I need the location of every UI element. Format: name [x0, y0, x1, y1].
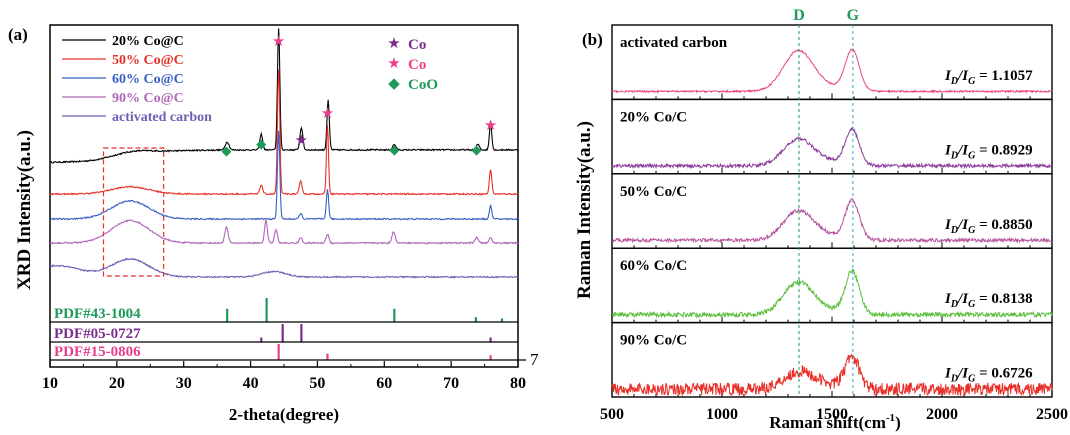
star-marker-icon: ★: [484, 118, 497, 134]
panel-a-label: (a): [8, 25, 28, 44]
panel-b-x-axis-label-sup: -1: [886, 412, 895, 424]
series-line: [49, 69, 519, 196]
band-marker-label: D: [793, 7, 805, 24]
sample-label: 50% Co/C: [620, 184, 687, 200]
series-line: [49, 257, 519, 279]
x-tick-label: 2500: [1036, 406, 1068, 423]
intensity-ratio-label: ID/IG = 0.8850: [944, 217, 1033, 236]
sample-label: activated carbon: [620, 35, 728, 51]
star-marker-icon: ★: [387, 56, 400, 72]
x-tick-label: 10: [42, 375, 58, 392]
panel-a-legend: 20% Co@C 50% Co@C 60% Co@C 90% Co@C activate…: [62, 34, 212, 125]
diamond-marker-icon: ◆: [222, 143, 232, 158]
panel-a-reference-patterns: PDF#43-1004 PDF#05-0727 PDF#15-0806: [50, 298, 526, 361]
panel-a-marker-legend: ★ Co ★ Co ◆ CoO: [387, 36, 438, 93]
reference-label: PDF#15-0806: [54, 344, 141, 360]
marker-legend-label: Co: [408, 37, 426, 53]
raman-series-line: [611, 269, 1053, 319]
band-marker-label: G: [847, 7, 860, 24]
x-tick-label: 70: [443, 375, 459, 392]
marker-legend-label: Co: [408, 57, 426, 73]
star-marker-icon: ★: [272, 34, 285, 50]
legend-label: 60% Co@C: [112, 72, 184, 87]
highlight-box: [102, 147, 165, 277]
panel-b-label: (b): [582, 30, 603, 49]
raman-subplot: 60% Co/C ID/IG = 0.8138: [611, 247, 1053, 324]
legend-label: activated carbon: [112, 110, 212, 125]
panel-b-x-axis-label-suffix: ): [895, 413, 901, 432]
diamond-marker-icon: ◆: [388, 76, 400, 92]
legend-label: 20% Co@C: [112, 34, 184, 49]
reference-label: PDF#05-0727: [54, 326, 141, 342]
x-tick-label: 500: [600, 406, 624, 423]
raman-subplot: 20% Co/C ID/IG = 0.8929: [611, 98, 1053, 175]
panel-a-highlight-region: [102, 147, 165, 277]
edge-annotation: 7: [530, 350, 539, 369]
x-tick-label: 1500: [816, 406, 848, 423]
raman-series-line: [611, 353, 1053, 397]
x-tick-label: 60: [376, 375, 392, 392]
x-tick-label: 40: [243, 375, 259, 392]
star-marker-icon: ★: [295, 133, 308, 149]
intensity-ratio-label: ID/IG = 0.6726: [944, 366, 1033, 385]
panel-b-x-axis-label: Raman shift(cm-1): [769, 412, 900, 432]
x-tick-label: 20: [109, 375, 125, 392]
legend-label: 50% Co@C: [112, 53, 184, 68]
diamond-marker-icon: ◆: [389, 142, 399, 157]
intensity-ratio-label: ID/IG = 0.8138: [944, 291, 1033, 310]
raman-subplot: 50% Co/C ID/IG = 0.8850: [611, 173, 1053, 249]
intensity-ratio-label: ID/IG = 1.1057: [944, 68, 1033, 87]
reference-label: PDF#43-1004: [54, 306, 141, 322]
raman-series-line: [611, 126, 1053, 170]
x-tick-label: 30: [176, 375, 192, 392]
series-line: [49, 219, 519, 245]
intensity-ratio-label: ID/IG = 0.8929: [944, 142, 1033, 161]
star-marker-icon: ★: [387, 36, 400, 52]
x-tick-label: 1000: [706, 406, 738, 423]
marker-legend-label: CoO: [408, 77, 438, 93]
panel-b-x-ticks: 500 1000 1500 2000 2500: [600, 406, 1068, 423]
panel-a-x-axis-label: 2-theta(degree): [229, 405, 339, 424]
x-tick-label: 80: [510, 375, 526, 392]
x-tick-label: 2000: [926, 406, 958, 423]
panel-a-peak-markers: ◆ ◆★★★◆ ◆★: [222, 34, 498, 158]
x-tick-label: 50: [309, 375, 325, 392]
panel-a: (a) 10 20 30 40 50 60 70 80 20% Co@C 50% Co@C 60%…: [8, 24, 539, 424]
raman-subplot: 90% Co/C ID/IG = 0.6726: [611, 321, 1053, 398]
panel-a-y-axis-label: XRD Intensity(a.u.): [14, 130, 35, 290]
star-marker-icon: ★: [321, 106, 334, 122]
panel-a-series: [49, 28, 519, 279]
sample-label: 20% Co/C: [620, 109, 687, 125]
diamond-marker-icon: ◆: [472, 142, 482, 157]
diamond-marker-icon: ◆: [256, 136, 266, 151]
legend-label: 90% Co@C: [112, 91, 184, 106]
series-line: [49, 130, 519, 221]
sample-label: 90% Co/C: [620, 333, 687, 349]
raman-subplot: activated carbon ID/IG = 1.1057: [611, 24, 1053, 101]
series-line: [49, 28, 519, 164]
raman-series-line: [611, 48, 1053, 94]
panel-a-x-ticks: 10 20 30 40 50 60 70 80: [42, 361, 526, 392]
panel-b-x-axis-label-main: Raman shift(cm: [769, 413, 886, 432]
raman-series-line: [611, 198, 1053, 244]
panel-b-subplots: activated carbon ID/IG = 1.1057 20% Co/C ID…: [611, 24, 1053, 398]
panel-b: (b) Raman Intensity(a.u.) Raman shift(cm…: [574, 7, 1068, 432]
sample-label: 60% Co/C: [620, 258, 687, 274]
panel-b-y-axis-label: Raman Intensity(a.u.): [574, 121, 595, 299]
